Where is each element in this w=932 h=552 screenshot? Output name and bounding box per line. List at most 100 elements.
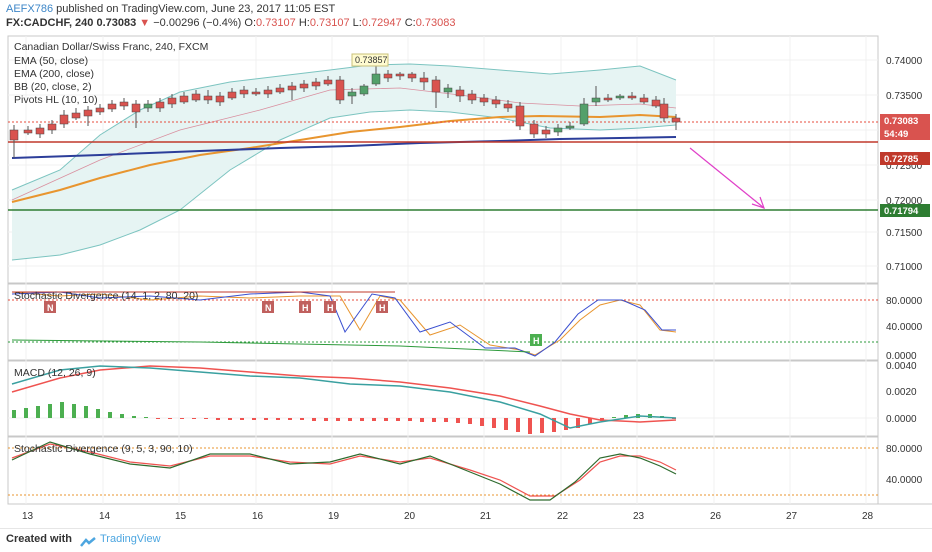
candle-down <box>263 89 273 95</box>
macd-hist-bar-pos <box>36 406 40 418</box>
candle-down <box>455 89 465 97</box>
macd-tick-label: 0.0000 <box>886 414 917 425</box>
time-tick-label: 14 <box>99 511 111 522</box>
candle-down <box>275 87 285 93</box>
candle-up <box>347 91 357 97</box>
candle-up <box>591 97 601 103</box>
countdown-label-badge <box>880 127 930 140</box>
footer: Created with TradingView <box>0 528 932 551</box>
divergence-marker-label: H <box>379 303 386 313</box>
candle-down <box>383 73 393 79</box>
legend-title: Canadian Dollar/Swiss Franc, 240, FXCM <box>14 41 209 53</box>
candle-down <box>83 109 93 117</box>
macd-hist-bar-neg <box>468 418 472 424</box>
divergence-marker-label: N <box>47 303 54 313</box>
candle-down <box>35 127 45 135</box>
high-label: H: <box>298 17 310 29</box>
macd-hist-bar-pos <box>60 402 64 418</box>
macd-hist-bar-neg <box>564 418 568 430</box>
publish-line: AEFX786 published on TradingView.com, Ju… <box>6 3 335 15</box>
stoch2-tick-label: 40.0000 <box>886 475 923 486</box>
candle-down <box>191 93 201 101</box>
macd-hist-bar-neg <box>576 418 580 428</box>
candle-down <box>395 73 405 77</box>
time-tick-label: 13 <box>22 511 34 522</box>
candle-down <box>603 97 613 101</box>
candle-up <box>359 85 369 95</box>
divergence-marker <box>262 301 274 313</box>
macd-hist-bar-neg <box>300 418 304 420</box>
macd-hist-bar-pos <box>24 408 28 418</box>
candle-down <box>155 101 165 109</box>
macd-hist-bar-neg <box>516 418 520 432</box>
change-value: −0.00296 (−0.4%) <box>153 17 242 29</box>
pivot-high-label: 0.73857 <box>355 55 388 65</box>
macd-hist-bar-neg <box>180 418 184 419</box>
macd-hist-bar-neg <box>408 418 412 421</box>
divergence-marker-label: H <box>302 303 309 313</box>
stoch2-fast-line <box>11 441 677 501</box>
candle-down <box>9 129 19 141</box>
candle-down <box>335 79 345 101</box>
macd-hist-bar-pos <box>108 412 112 418</box>
macd-hist-bar-neg <box>192 418 196 419</box>
ema200-line <box>11 136 677 159</box>
target-price-label: 0.71794 <box>884 206 919 217</box>
macd-hist-bar-neg <box>336 418 340 421</box>
macd-hist-bar-neg <box>204 418 208 419</box>
legend-pivots: Pivots HL (10, 10) <box>14 94 98 106</box>
candle-down <box>671 117 681 123</box>
macd-hist-bar-pos <box>132 416 136 418</box>
price-tick-label: 0.73500 <box>886 91 923 102</box>
macd-hist-bar-pos <box>612 417 616 418</box>
last-price-label: 0.73083 <box>884 116 918 127</box>
candle-down <box>627 95 637 99</box>
candle-up <box>371 73 381 85</box>
stoch1-fast-line <box>11 291 676 357</box>
time-tick-label: 27 <box>786 511 798 522</box>
macd-hist-bar-pos <box>144 417 148 418</box>
macd-hist-bar-neg <box>372 418 376 421</box>
macd-hist-bar-pos <box>72 404 76 418</box>
candle-down <box>651 99 661 107</box>
stoch2-label: Stochastic Divergence (9, 5, 3, 90, 10) <box>14 443 193 455</box>
target-price-label-badge <box>880 204 930 217</box>
macd-tick-label: 0.0040 <box>886 361 917 372</box>
macd-hist-bar-neg <box>324 418 328 421</box>
macd-hist-bar-pos <box>12 410 16 418</box>
symbol-label: FX:CADCHF, 240 <box>6 17 94 29</box>
macd-hist-bar-neg <box>228 418 232 420</box>
macd-hist-bar-neg <box>348 418 352 421</box>
candle-down <box>419 77 429 83</box>
macd-signal-line <box>11 365 677 423</box>
close-label: C: <box>404 17 416 29</box>
macd-hist-bar-neg <box>552 418 556 432</box>
candle-down <box>203 95 213 101</box>
time-tick-label: 20 <box>404 511 416 522</box>
candle-up <box>143 103 153 109</box>
candle-down <box>659 103 669 119</box>
macd-hist-bar-neg <box>240 418 244 420</box>
target-arrow <box>689 147 765 209</box>
stoch1-slow-line <box>11 291 677 356</box>
tradingview-brand[interactable]: TradingView <box>100 533 161 545</box>
time-tick-label: 19 <box>328 511 340 522</box>
time-tick-label: 22 <box>557 511 569 522</box>
macd-hist-bar-neg <box>528 418 532 434</box>
candle-up <box>553 127 563 133</box>
candle-down <box>299 83 309 89</box>
divergence-marker-label: H <box>327 303 334 313</box>
legend-ema200: EMA (200, close) <box>14 68 94 80</box>
candle-down <box>95 107 105 113</box>
divergence-marker-label: N <box>265 303 272 313</box>
macd-hist-bar-neg <box>504 418 508 430</box>
macd-hist-bar-neg <box>456 418 460 423</box>
candle-down <box>131 103 141 113</box>
resistance-price-label: 0.72785 <box>884 154 919 165</box>
candle-up <box>615 95 625 99</box>
candle-up <box>579 103 589 125</box>
macd-hist-bar-neg <box>276 418 280 420</box>
macd-hist-bar-neg <box>156 418 160 419</box>
publisher-link[interactable]: AEFX786 <box>6 3 54 15</box>
